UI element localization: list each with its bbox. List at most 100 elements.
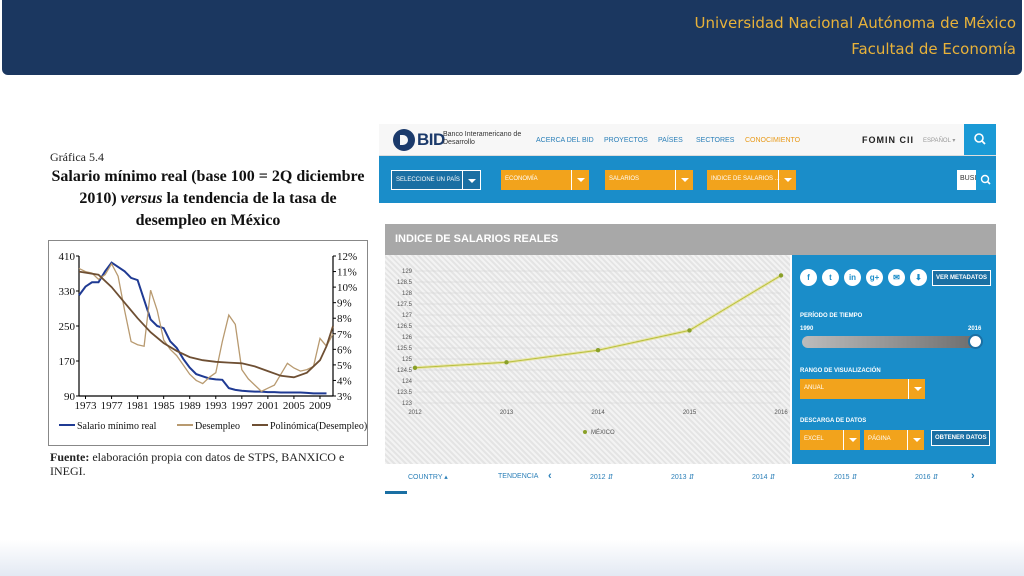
download-scope-select[interactable]: PÁGINA — [864, 430, 924, 450]
period-slider-track[interactable] — [802, 336, 982, 348]
table-header-tabs: COUNTRY ▴ TENDENCIA ‹ 2012 ⇵ 2013 ⇵ 2014… — [385, 464, 996, 494]
download-label: DESCARGA DE DATOS — [800, 418, 867, 424]
nav-fomin-cii[interactable]: FOMIN CII — [862, 135, 914, 145]
nav-about[interactable]: ACERCA DEL BID — [536, 137, 594, 144]
header-banner: Universidad Nacional Autónoma de México … — [2, 0, 1022, 75]
y-tick-label: 124 — [402, 379, 413, 385]
y-tick-label: 129 — [402, 269, 413, 275]
bid-screenshot: BID Banco Interamericano de Desarrollo A… — [379, 124, 996, 494]
country-select[interactable]: SELECCIONE UN PAÍS — [391, 170, 481, 190]
tab-country[interactable]: COUNTRY ▴ — [408, 474, 448, 481]
nav-sectors[interactable]: SECTORES — [696, 137, 735, 144]
x-tick-label: 1993 — [205, 400, 228, 412]
bid-logo-word[interactable]: BID — [417, 130, 445, 149]
x-tick-label: 1973 — [75, 400, 98, 412]
data-point — [687, 328, 692, 333]
y-left-tick-label: 330 — [59, 286, 76, 298]
x-tick-label: 2012 — [408, 410, 422, 416]
download-scope-label: PÁGINA — [868, 436, 891, 442]
figure-title: Salario mínimo real (base 100 = 2Q dicie… — [46, 166, 370, 232]
tab-trend[interactable]: TENDENCIA — [498, 473, 539, 480]
indicator-select[interactable]: INDICE DE SALARIOS ... — [707, 170, 796, 190]
period-end: 2016 — [968, 326, 982, 332]
linkedin-icon[interactable]: in — [844, 269, 861, 286]
bid-logo-icon[interactable] — [393, 129, 415, 151]
nav-projects[interactable]: PROYECTOS — [604, 137, 648, 144]
tab-year-2012[interactable]: 2012 ⇵ — [590, 474, 614, 481]
data-point — [412, 365, 418, 370]
indicator-select-label: INDICE DE SALARIOS ... — [711, 176, 780, 182]
legend-label-3: Polinómica(Desempleo) — [270, 421, 367, 432]
google-plus-icon[interactable]: g+ — [866, 269, 883, 286]
y-right-tick-label: 4% — [337, 375, 352, 387]
series-line-2 — [78, 262, 334, 393]
nav-countries[interactable]: PAÍSES — [658, 137, 683, 144]
x-tick-label: 1997 — [231, 400, 254, 412]
bid-logo-subtitle: Banco Interamericano de Desarrollo — [443, 131, 522, 146]
chevron-down-icon — [675, 170, 693, 190]
y-left-tick-label: 410 — [59, 251, 76, 263]
y-right-tick-label: 8% — [337, 313, 352, 325]
nav-knowledge[interactable]: CONOCIMIENTO — [745, 137, 801, 144]
y-left-tick-label: 250 — [59, 321, 76, 333]
download-icon[interactable]: ⬇ — [910, 269, 927, 286]
filter-bar: SELECCIONE UN PAÍS ECONOMÍA SALARIOS IND… — [379, 156, 996, 203]
range-label: RANGO DE VISUALIZACIÓN — [800, 368, 881, 374]
figure-number: Gráfica 5.4 — [50, 150, 104, 164]
get-data-button[interactable]: OBTENER DATOS — [931, 430, 991, 446]
chevron-right-icon[interactable]: › — [971, 470, 975, 482]
tab-year-2013[interactable]: 2013 ⇵ — [671, 474, 695, 481]
figure-title-part2: la tendencia de la tasa de desempleo en … — [135, 190, 337, 229]
data-point — [504, 360, 509, 365]
y-tick-label: 126.5 — [397, 324, 413, 330]
y-left-tick-label: 170 — [59, 356, 76, 368]
y-right-tick-label: 10% — [337, 282, 357, 294]
period-slider-handle[interactable] — [968, 334, 983, 349]
topic-select-label: ECONOMÍA — [505, 176, 538, 182]
tab-year-2016[interactable]: 2016 ⇵ — [915, 474, 939, 481]
x-tick-label: 2016 — [774, 410, 788, 416]
y-tick-label: 128.5 — [397, 280, 413, 286]
search-button[interactable] — [964, 124, 996, 155]
chevron-down-icon — [571, 170, 589, 190]
email-icon[interactable]: ✉ — [888, 269, 905, 286]
y-tick-label: 124.5 — [397, 368, 413, 374]
series-line-mexico — [414, 274, 782, 369]
topic-select[interactable]: ECONOMÍA — [501, 170, 589, 190]
source-label: Fuente: — [50, 450, 90, 464]
faculty-name: Facultad de Economía — [851, 40, 1016, 58]
data-point — [778, 273, 784, 278]
x-tick-label: 1981 — [127, 400, 149, 412]
y-right-tick-label: 12% — [337, 251, 357, 263]
legend-label: MÉXICO — [591, 429, 615, 436]
tab-year-2015[interactable]: 2015 ⇵ — [834, 474, 858, 481]
wage-unemployment-chart: 410 330 250 170 90 12% 11% 10% 9% 8% 7% 6% 5% 4% 3% 197… — [48, 240, 368, 446]
download-format-select[interactable]: EXCEL — [800, 430, 860, 450]
download-format-label: EXCEL — [804, 436, 824, 442]
filter-search-button[interactable] — [976, 170, 996, 190]
active-tab-indicator — [385, 491, 407, 494]
facebook-icon[interactable]: f — [800, 269, 817, 286]
series-line-glow — [414, 274, 782, 370]
chevron-down-icon — [908, 379, 925, 399]
source-text: elaboración propia con datos de STPS, BA… — [50, 450, 345, 478]
range-select[interactable]: ANUAL — [800, 379, 925, 399]
view-metadata-button[interactable]: VER METADATOS — [932, 270, 992, 286]
period-label: PERÍODO DE TIEMPO — [800, 313, 863, 319]
y-tick-label: 125.5 — [397, 346, 413, 352]
subtopic-select[interactable]: SALARIOS — [605, 170, 693, 190]
chevron-left-icon[interactable]: ‹ — [548, 470, 552, 482]
tab-year-2014[interactable]: 2014 ⇵ — [752, 474, 776, 481]
x-tick-label: 2013 — [500, 410, 514, 416]
language-select[interactable]: ESPAÑOL ▾ — [923, 138, 956, 144]
bid-top-nav: BID Banco Interamericano de Desarrollo A… — [379, 124, 996, 156]
bottom-gradient — [0, 540, 1024, 576]
x-tick-label: 2009 — [309, 400, 332, 412]
salary-index-chart: 129 128.5 128 127.5 127 126.5 126 125.5 125 124.5… — [385, 255, 790, 464]
twitter-icon[interactable]: t — [822, 269, 839, 286]
university-name: Universidad Nacional Autónoma de México — [694, 14, 1016, 32]
legend-label-1: Salario mínimo real — [77, 421, 157, 432]
wage-unemployment-chart-svg: 410 330 250 170 90 12% 11% 10% 9% 8% 7% 6% 5% 4% 3% 197… — [59, 251, 368, 432]
chevron-down-icon — [778, 170, 796, 190]
